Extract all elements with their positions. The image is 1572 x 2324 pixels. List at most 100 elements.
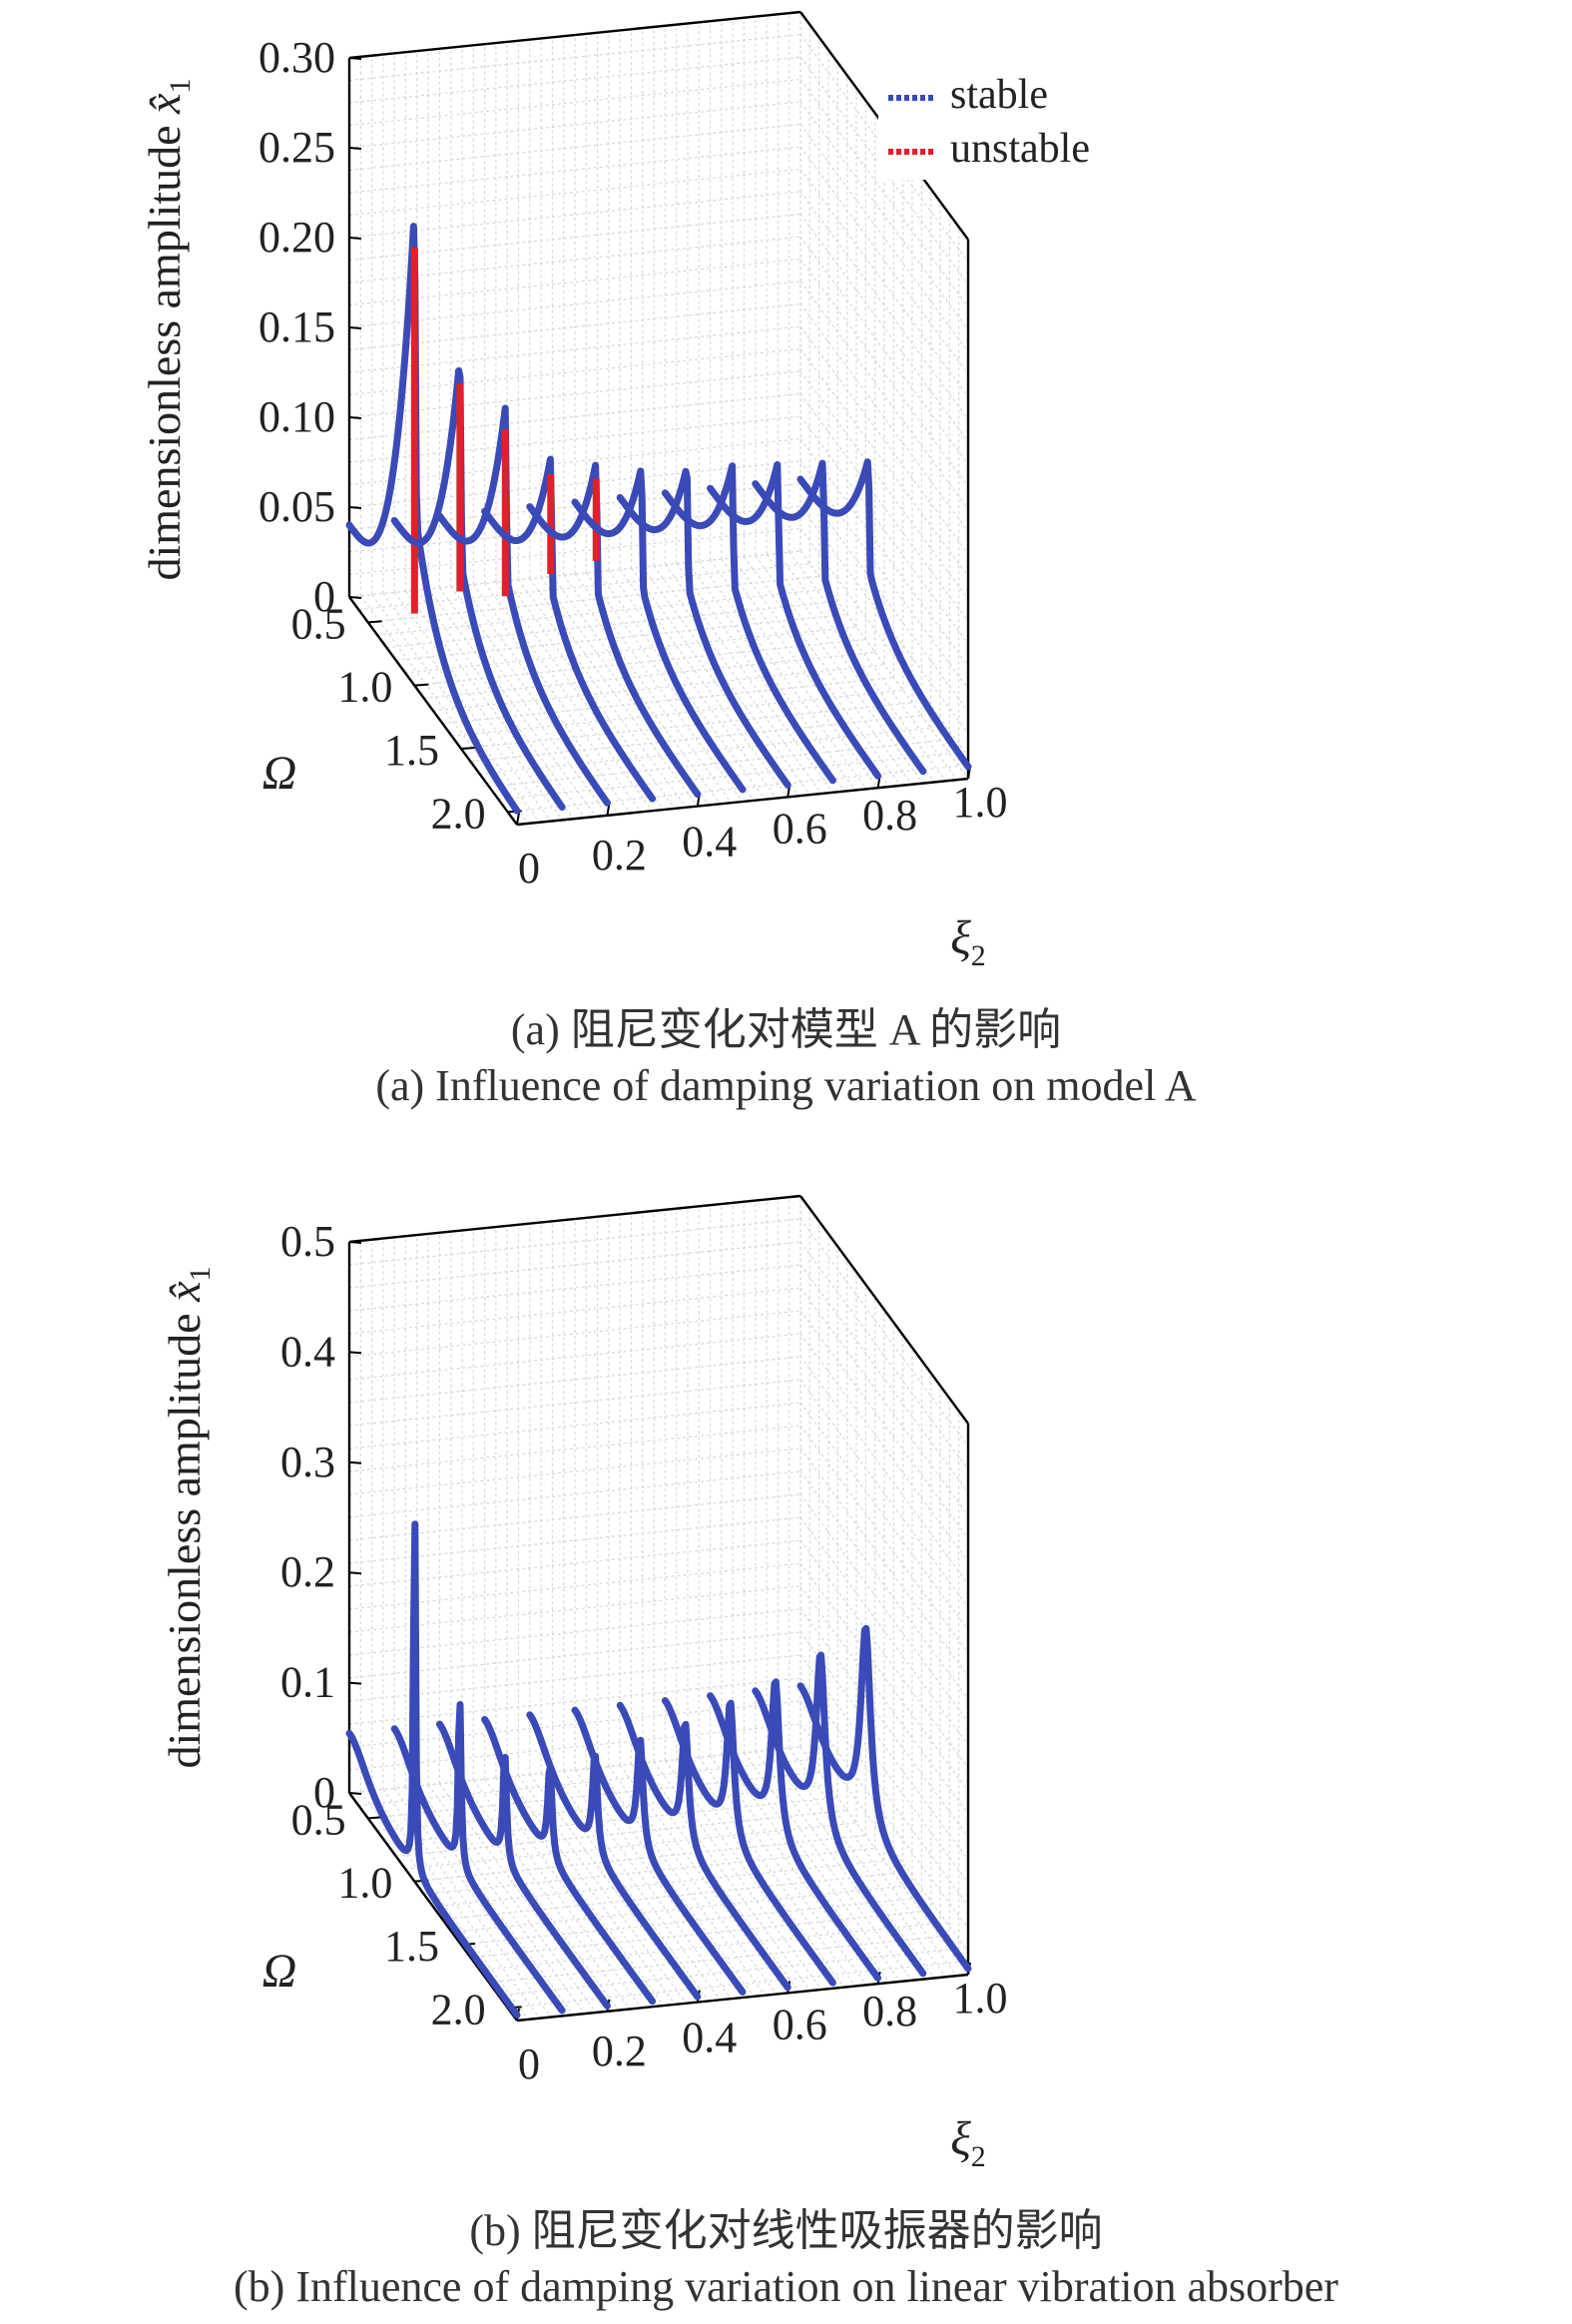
z-tick (460, 747, 476, 750)
grid-line (470, 1911, 922, 1959)
y-tick-label: 0.2 (280, 1547, 335, 1596)
y-tick-label: 0.05 (259, 482, 335, 531)
grid-line (608, 1766, 778, 1995)
y-tick-label: 0.25 (259, 123, 335, 172)
grid-line (799, 236, 969, 465)
grid-line (348, 1631, 801, 1679)
grid-line (799, 101, 969, 330)
grid-line (348, 415, 801, 463)
grid-line (348, 33, 801, 82)
grid-line (799, 79, 969, 307)
grid-line (348, 213, 801, 262)
grid-line (348, 1585, 801, 1633)
grid-line (348, 460, 801, 508)
grid-line (376, 588, 829, 636)
grid-line (393, 592, 563, 821)
grid-line (799, 1310, 969, 1539)
grid-line (799, 1218, 969, 1448)
x-axis-title: ξ2 (950, 911, 986, 972)
grid-line (348, 1470, 801, 1518)
x-tick-label: 0.2 (592, 2027, 647, 2075)
grid-line (348, 302, 801, 351)
grid-line (348, 1310, 801, 1358)
grid-line (799, 1264, 969, 1493)
x-tick-label: 0.6 (773, 2000, 827, 2048)
y-tick (348, 416, 362, 419)
stable-curve (526, 1711, 702, 2001)
x-axis-title-sub: 2 (971, 939, 986, 972)
grid-line (687, 562, 856, 791)
x-tick-label: 0.8 (862, 791, 917, 840)
grid-line (488, 740, 941, 788)
grid-line (461, 1781, 631, 2010)
stable-curve (661, 1697, 836, 1987)
z-tick-label: 2.0 (431, 789, 486, 838)
grid-line (777, 552, 946, 782)
grid-line (506, 580, 676, 810)
grid-line (348, 1516, 801, 1564)
grid-line (799, 214, 969, 442)
grid-line (488, 1936, 941, 1984)
grid-line (597, 1767, 767, 1997)
grid-line (348, 1448, 801, 1495)
grid-line (348, 1241, 801, 1289)
axis-line (516, 1973, 969, 2023)
axis-line (348, 10, 801, 60)
y-axis-title-symbol: x̂ (139, 93, 190, 115)
grid-line (348, 1425, 801, 1472)
grid-line (799, 1562, 969, 1792)
axis-line (516, 777, 969, 827)
y-tick-label: 0.20 (259, 213, 335, 262)
grid-line (371, 594, 541, 824)
grid-line (404, 626, 857, 674)
grid-line (498, 1949, 950, 1997)
grid-line (799, 34, 969, 263)
grid-line (348, 1562, 801, 1610)
grid-line (597, 571, 767, 801)
grid-line (799, 124, 969, 352)
stable-curve (526, 461, 702, 798)
grid-line (799, 1608, 969, 1838)
y-tick (348, 596, 362, 599)
axis-line (799, 1195, 969, 1425)
grid-line (698, 560, 867, 790)
z-tick-label: 0.5 (291, 1795, 346, 1844)
y-tick-label: 0.5 (280, 1217, 335, 1266)
grid-line (395, 1809, 847, 1857)
legend-label: stable (950, 72, 1048, 118)
y-tick (348, 1241, 362, 1244)
x-axis-title: ξ2 (950, 2112, 986, 2173)
grid-line (451, 1885, 903, 1933)
grid-line (799, 1241, 969, 1470)
grid-line (799, 1677, 969, 1907)
stable-curve (345, 223, 521, 815)
grid-line (799, 1333, 969, 1562)
grid-line (698, 1756, 867, 1986)
grid-line (799, 1425, 969, 1654)
x-axis-title-symbol: ξ (950, 911, 971, 964)
grid-line (799, 1700, 969, 1930)
grid-line (348, 1700, 801, 1748)
curves (345, 223, 972, 815)
grid-line (348, 1218, 801, 1266)
y-tick (348, 237, 362, 240)
stable-curve (707, 461, 882, 780)
grid-line (461, 585, 631, 814)
grid-line (348, 146, 801, 194)
y-axis-title-sub: 1 (164, 78, 197, 93)
stable-curve (752, 1651, 927, 1978)
grid-line (799, 505, 969, 735)
y-tick (348, 1681, 362, 1685)
x-axis-title-sub: 2 (971, 2140, 986, 2173)
stable-curve (435, 404, 611, 807)
grid-line (710, 1755, 879, 1985)
stable-curve (796, 1624, 972, 1973)
grid-line (563, 574, 733, 804)
grid-line (382, 593, 552, 822)
grid-line (348, 56, 801, 104)
grid-line (799, 325, 969, 555)
grid-line (386, 601, 838, 649)
grid-line (348, 325, 801, 373)
grid-line (442, 1873, 894, 1921)
grid-line (799, 348, 969, 577)
